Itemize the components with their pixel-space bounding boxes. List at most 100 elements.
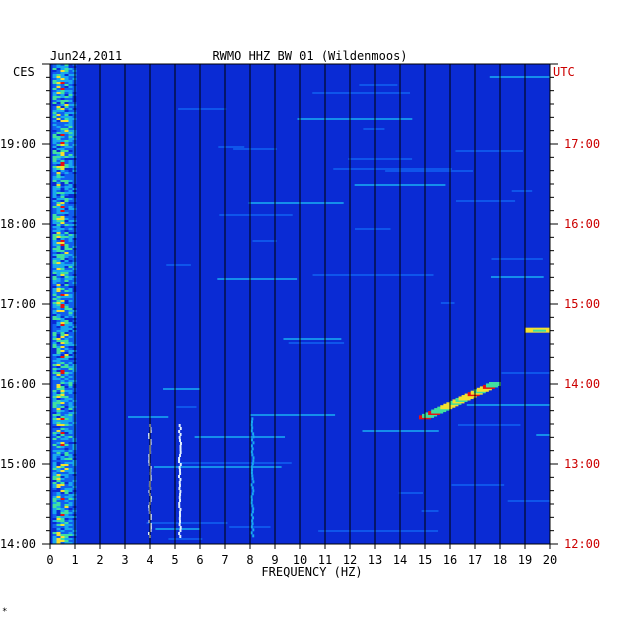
noise-streak [363, 128, 385, 130]
low-frequency-cell [56, 64, 61, 66]
low-frequency-cell [60, 514, 65, 516]
low-frequency-cell [68, 230, 73, 232]
low-frequency-cell [60, 346, 65, 348]
low-frequency-cell [64, 188, 69, 190]
narrow-line-segment [148, 454, 151, 457]
low-frequency-cell [64, 114, 69, 116]
low-frequency-cell [68, 72, 73, 74]
low-frequency-cell [68, 390, 73, 392]
low-frequency-cell [52, 358, 57, 360]
low-frequency-cell [64, 194, 69, 196]
low-frequency-cell [60, 414, 65, 416]
low-frequency-cell [64, 224, 69, 226]
narrow-line-segment [251, 426, 254, 430]
low-frequency-cell [68, 204, 73, 206]
low-frequency-cell [64, 134, 69, 136]
low-frequency-cell [64, 460, 69, 462]
low-frequency-cell [68, 336, 73, 338]
low-frequency-cell [52, 332, 57, 334]
low-frequency-cell [68, 68, 73, 70]
low-frequency-cell [52, 178, 57, 180]
low-frequency-cell [56, 486, 61, 488]
low-frequency-cell [60, 80, 65, 82]
low-frequency-cell [60, 540, 65, 542]
low-frequency-cell [64, 218, 69, 220]
low-frequency-cell [64, 164, 69, 166]
x-tick-label: 0 [46, 553, 53, 567]
low-frequency-cell [56, 530, 61, 532]
low-frequency-cell [56, 446, 61, 448]
low-frequency-cell [68, 310, 73, 312]
low-frequency-cell [64, 364, 69, 366]
low-frequency-cell [64, 528, 69, 530]
low-frequency-cell [60, 466, 65, 468]
low-frequency-cell [52, 302, 57, 304]
low-frequency-cell [52, 68, 57, 70]
low-frequency-cell [64, 496, 69, 498]
low-frequency-cell [56, 380, 61, 382]
narrow-line-segment [149, 526, 152, 529]
low-frequency-cell [52, 298, 57, 300]
low-frequency-cell [56, 192, 61, 194]
low-frequency-cell [68, 402, 73, 404]
low-frequency-cell [52, 218, 57, 220]
low-frequency-cell [68, 374, 73, 376]
low-frequency-cell [64, 80, 69, 82]
low-frequency-cell [64, 438, 69, 440]
low-frequency-cell [52, 498, 57, 500]
low-frequency-cell [56, 474, 61, 476]
narrow-line-segment [178, 487, 181, 490]
narrow-line-segment [250, 525, 253, 529]
low-frequency-cell [60, 542, 65, 544]
low-frequency-cell [56, 362, 61, 364]
low-frequency-cell [52, 380, 57, 382]
narrow-line-segment [251, 453, 254, 457]
low-frequency-cell [52, 138, 57, 140]
low-frequency-cell [52, 154, 57, 156]
low-frequency-cell [68, 292, 73, 294]
narrow-line-segment [178, 469, 181, 472]
low-frequency-cell [60, 504, 65, 506]
low-frequency-cell [68, 514, 73, 516]
low-frequency-cell [56, 372, 61, 374]
low-frequency-cell [52, 310, 57, 312]
low-frequency-cell [52, 152, 57, 154]
low-frequency-cell [64, 182, 69, 184]
low-frequency-cell [52, 462, 57, 464]
low-frequency-cell [56, 390, 61, 392]
low-frequency-cell [56, 454, 61, 456]
low-frequency-cell [52, 448, 57, 450]
low-frequency-cell [56, 260, 61, 262]
low-frequency-cell [60, 126, 65, 128]
low-frequency-cell [56, 182, 61, 184]
low-frequency-cell [60, 412, 65, 414]
low-frequency-cell [56, 340, 61, 342]
low-frequency-cell [56, 174, 61, 176]
low-frequency-cell [52, 496, 57, 498]
low-frequency-cell [68, 136, 73, 138]
low-frequency-cell [56, 76, 61, 78]
low-frequency-cell [68, 420, 73, 422]
low-frequency-cell [64, 124, 69, 126]
low-frequency-cell [52, 472, 57, 474]
low-frequency-cell [56, 266, 61, 268]
low-frequency-cell [56, 292, 61, 294]
low-frequency-cell [68, 282, 73, 284]
low-frequency-cell [60, 136, 65, 138]
low-frequency-cell [56, 388, 61, 390]
low-frequency-cell [60, 244, 65, 246]
low-frequency-cell [64, 154, 69, 156]
low-frequency-cell [60, 516, 65, 518]
low-frequency-cell [60, 302, 65, 304]
low-frequency-cell [52, 196, 57, 198]
narrow-line-segment [179, 442, 182, 445]
low-frequency-cell [64, 254, 69, 256]
low-frequency-cell [52, 402, 57, 404]
low-frequency-cell [52, 64, 57, 66]
low-frequency-cell [56, 72, 61, 74]
low-frequency-cell [60, 104, 65, 106]
low-frequency-cell [52, 248, 57, 250]
low-frequency-cell [68, 488, 73, 490]
low-frequency-cell [52, 374, 57, 376]
low-frequency-cell [56, 378, 61, 380]
